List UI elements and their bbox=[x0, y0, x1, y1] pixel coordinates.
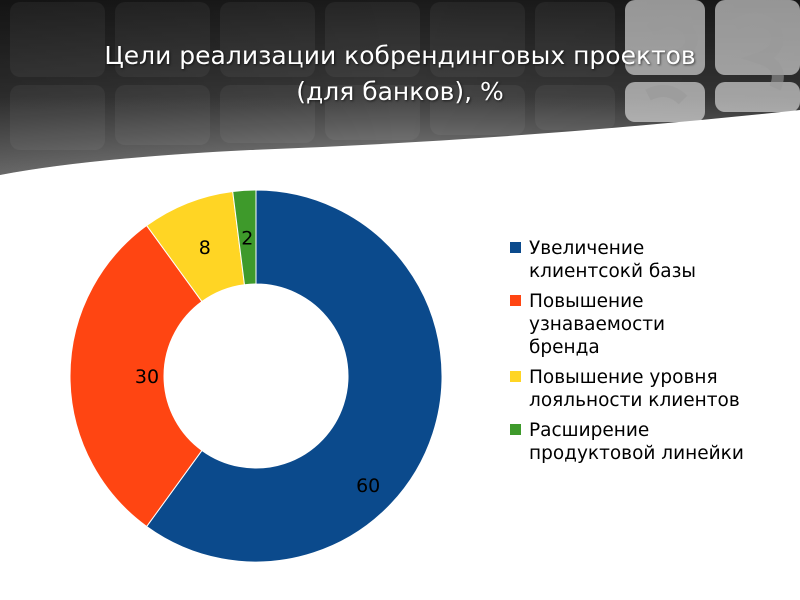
header-background bbox=[0, 0, 800, 175]
doughnut-slices bbox=[69, 189, 443, 563]
legend-item-loyalty: Повышение уровня лояльности клиентов bbox=[510, 366, 800, 412]
data-label-loyalty: 8 bbox=[199, 237, 211, 259]
header-banner: Цели реализации кобрендинговых проектов … bbox=[0, 0, 800, 180]
slice-product-line bbox=[232, 189, 257, 286]
legend-label-line: продуктовой линейки bbox=[529, 443, 744, 464]
legend-swatch bbox=[510, 371, 521, 382]
legend-swatch bbox=[510, 424, 521, 435]
legend-label-line: Расширение bbox=[529, 420, 650, 441]
legend-label-line: узнаваемости bbox=[529, 314, 666, 335]
legend-swatch bbox=[510, 295, 521, 306]
legend-label-line: клиентсокй базы bbox=[529, 261, 697, 282]
data-label-client-base: 60 bbox=[356, 475, 380, 497]
legend-label-line: Повышение уровня bbox=[529, 367, 718, 388]
legend-label-line: Повышение bbox=[529, 291, 644, 312]
slide-title-line-1: Цели реализации кобрендинговых проектов bbox=[104, 41, 696, 70]
legend-label-line: Увеличение bbox=[529, 238, 645, 259]
doughnut-chart: 60 30 8 2 bbox=[69, 189, 443, 563]
slide-title: Цели реализации кобрендинговых проектов … bbox=[0, 38, 800, 110]
data-label-brand-awareness: 30 bbox=[135, 366, 159, 388]
legend-item-product-line: Расширение продуктовой линейки bbox=[510, 419, 800, 465]
data-label-product-line: 2 bbox=[241, 227, 253, 249]
slice-client-base bbox=[145, 189, 443, 563]
slide-title-line-2: (для банков), % bbox=[296, 77, 504, 106]
data-labels: 60 30 8 2 bbox=[135, 227, 380, 497]
legend-label-line: бренда bbox=[529, 337, 600, 358]
legend-item-brand-awareness: Повышение узнаваемости бренда bbox=[510, 290, 800, 359]
slice-brand-awareness bbox=[69, 224, 203, 528]
chart-legend: Увеличение клиентсокй базы Повышение узнава… bbox=[510, 237, 800, 472]
legend-label-line: лояльности клиентов bbox=[529, 390, 740, 411]
legend-item-client-base: Увеличение клиентсокй базы bbox=[510, 237, 800, 283]
legend-swatch bbox=[510, 242, 521, 253]
